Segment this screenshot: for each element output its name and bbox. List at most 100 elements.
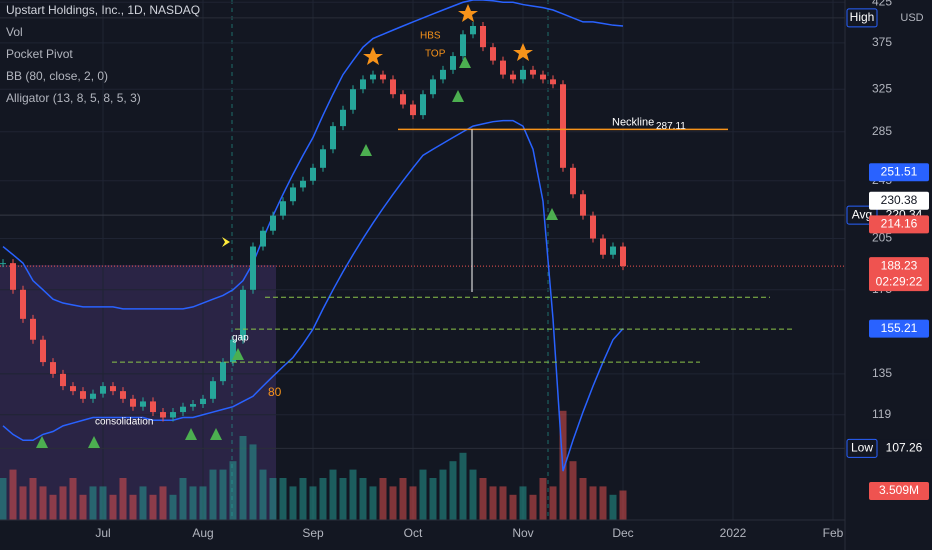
candle: [570, 167, 576, 195]
title: Upstart Holdings, Inc., 1D, NASDAQ: [6, 3, 200, 17]
volume-bar: [19, 486, 27, 520]
indicator-label: Vol: [6, 25, 23, 39]
volume-bar: [109, 494, 117, 520]
volume-bar: [239, 436, 247, 520]
star: [458, 4, 478, 22]
y-tick-label: 135: [872, 366, 892, 380]
legend: Upstart Holdings, Inc., 1D, NASDAQ Vol Po…: [6, 3, 200, 105]
y-tick-label: 119: [872, 407, 891, 421]
arrow: [222, 237, 230, 247]
volume-bar: [369, 486, 377, 520]
candle: [30, 318, 36, 340]
annotation: 80: [268, 385, 282, 399]
volume-bar: [159, 486, 167, 520]
volume-bar: [319, 478, 327, 520]
candle: [160, 412, 166, 418]
pivot: [185, 428, 197, 440]
candle: [20, 289, 26, 319]
candle: [270, 215, 276, 231]
annotation: gap: [232, 333, 249, 344]
candle: [60, 373, 66, 387]
price-tag: [869, 163, 929, 182]
volume-bar: [89, 486, 97, 520]
volume-bar: [209, 469, 217, 520]
grid: [0, 0, 845, 520]
candle: [540, 74, 546, 80]
x-tick-label: Oct: [404, 526, 423, 540]
volume-bar: [259, 469, 267, 520]
candle: [360, 79, 366, 90]
neckline-label: Neckline: [612, 116, 654, 128]
volume-bar: [299, 478, 307, 520]
volume-bar: [189, 486, 197, 520]
candle: [550, 79, 556, 85]
volume-tag-text: 3.509M: [879, 483, 919, 497]
candle: [610, 246, 616, 255]
volume-bar: [599, 486, 607, 520]
high-label: High: [850, 10, 875, 24]
y-tick-label: 205: [872, 231, 892, 245]
candle: [420, 94, 426, 116]
candle: [130, 398, 136, 407]
volume-bar: [469, 469, 477, 520]
candle: [140, 401, 146, 407]
candle: [520, 69, 526, 80]
y-tick-label: 285: [872, 124, 892, 138]
candle: [150, 401, 156, 413]
volume-bar: [169, 494, 177, 520]
x-tick-label: 2022: [720, 526, 747, 540]
volume: [0, 410, 627, 520]
axis: 425375325285245205175135119JulAugSepOctN…: [95, 0, 930, 540]
star: [363, 47, 383, 65]
candle: [260, 230, 266, 247]
band-line: [2, 119, 624, 472]
volume-bar: [329, 469, 337, 520]
last-price-tag: [869, 257, 929, 292]
overlays: [2, 0, 624, 472]
candle: [310, 167, 316, 181]
volume-bar: [489, 486, 497, 520]
volume-bar: [349, 469, 357, 520]
avg-label: Avg: [852, 207, 872, 221]
pivot: [546, 208, 558, 220]
volume-bar: [129, 494, 137, 520]
annotation: TOP: [425, 49, 446, 60]
pivot: [88, 436, 100, 448]
candle: [200, 398, 206, 405]
x-tick-label: Nov: [512, 526, 533, 540]
candle: [190, 404, 196, 407]
volume-bar: [249, 444, 257, 520]
volume-bar: [119, 478, 127, 520]
x-tick-label: Aug: [192, 526, 213, 540]
y-tick-label: 325: [872, 81, 892, 95]
band-tag-text: 155.21: [881, 321, 918, 335]
candle: [530, 69, 536, 75]
candle: [80, 391, 86, 399]
y-tick-label: 425: [872, 0, 892, 8]
volume-bar: [199, 486, 207, 520]
x-tick-label: Sep: [302, 526, 324, 540]
high-box: [846, 8, 878, 28]
volume-bar: [379, 478, 387, 520]
candle: [0, 263, 6, 265]
candle: [500, 60, 506, 75]
candle: [390, 79, 396, 95]
volume-bar: [589, 486, 597, 520]
volume-bar: [569, 461, 577, 520]
indicator-label: BB (80, close, 2, 0): [6, 69, 108, 83]
candle: [480, 25, 486, 48]
volume-bar: [289, 486, 297, 520]
candle: [580, 194, 586, 216]
candle: [50, 362, 56, 374]
candles: [0, 21, 626, 422]
volume-bar: [49, 494, 57, 520]
candle: [240, 289, 246, 340]
candle: [320, 149, 326, 168]
pivot: [452, 90, 464, 102]
volume-bar: [409, 486, 417, 520]
currency: USD: [900, 12, 923, 24]
neckline-value: 287.11: [656, 121, 686, 132]
candle: [290, 187, 296, 202]
volume-bar: [99, 486, 107, 520]
candle: [100, 386, 106, 394]
